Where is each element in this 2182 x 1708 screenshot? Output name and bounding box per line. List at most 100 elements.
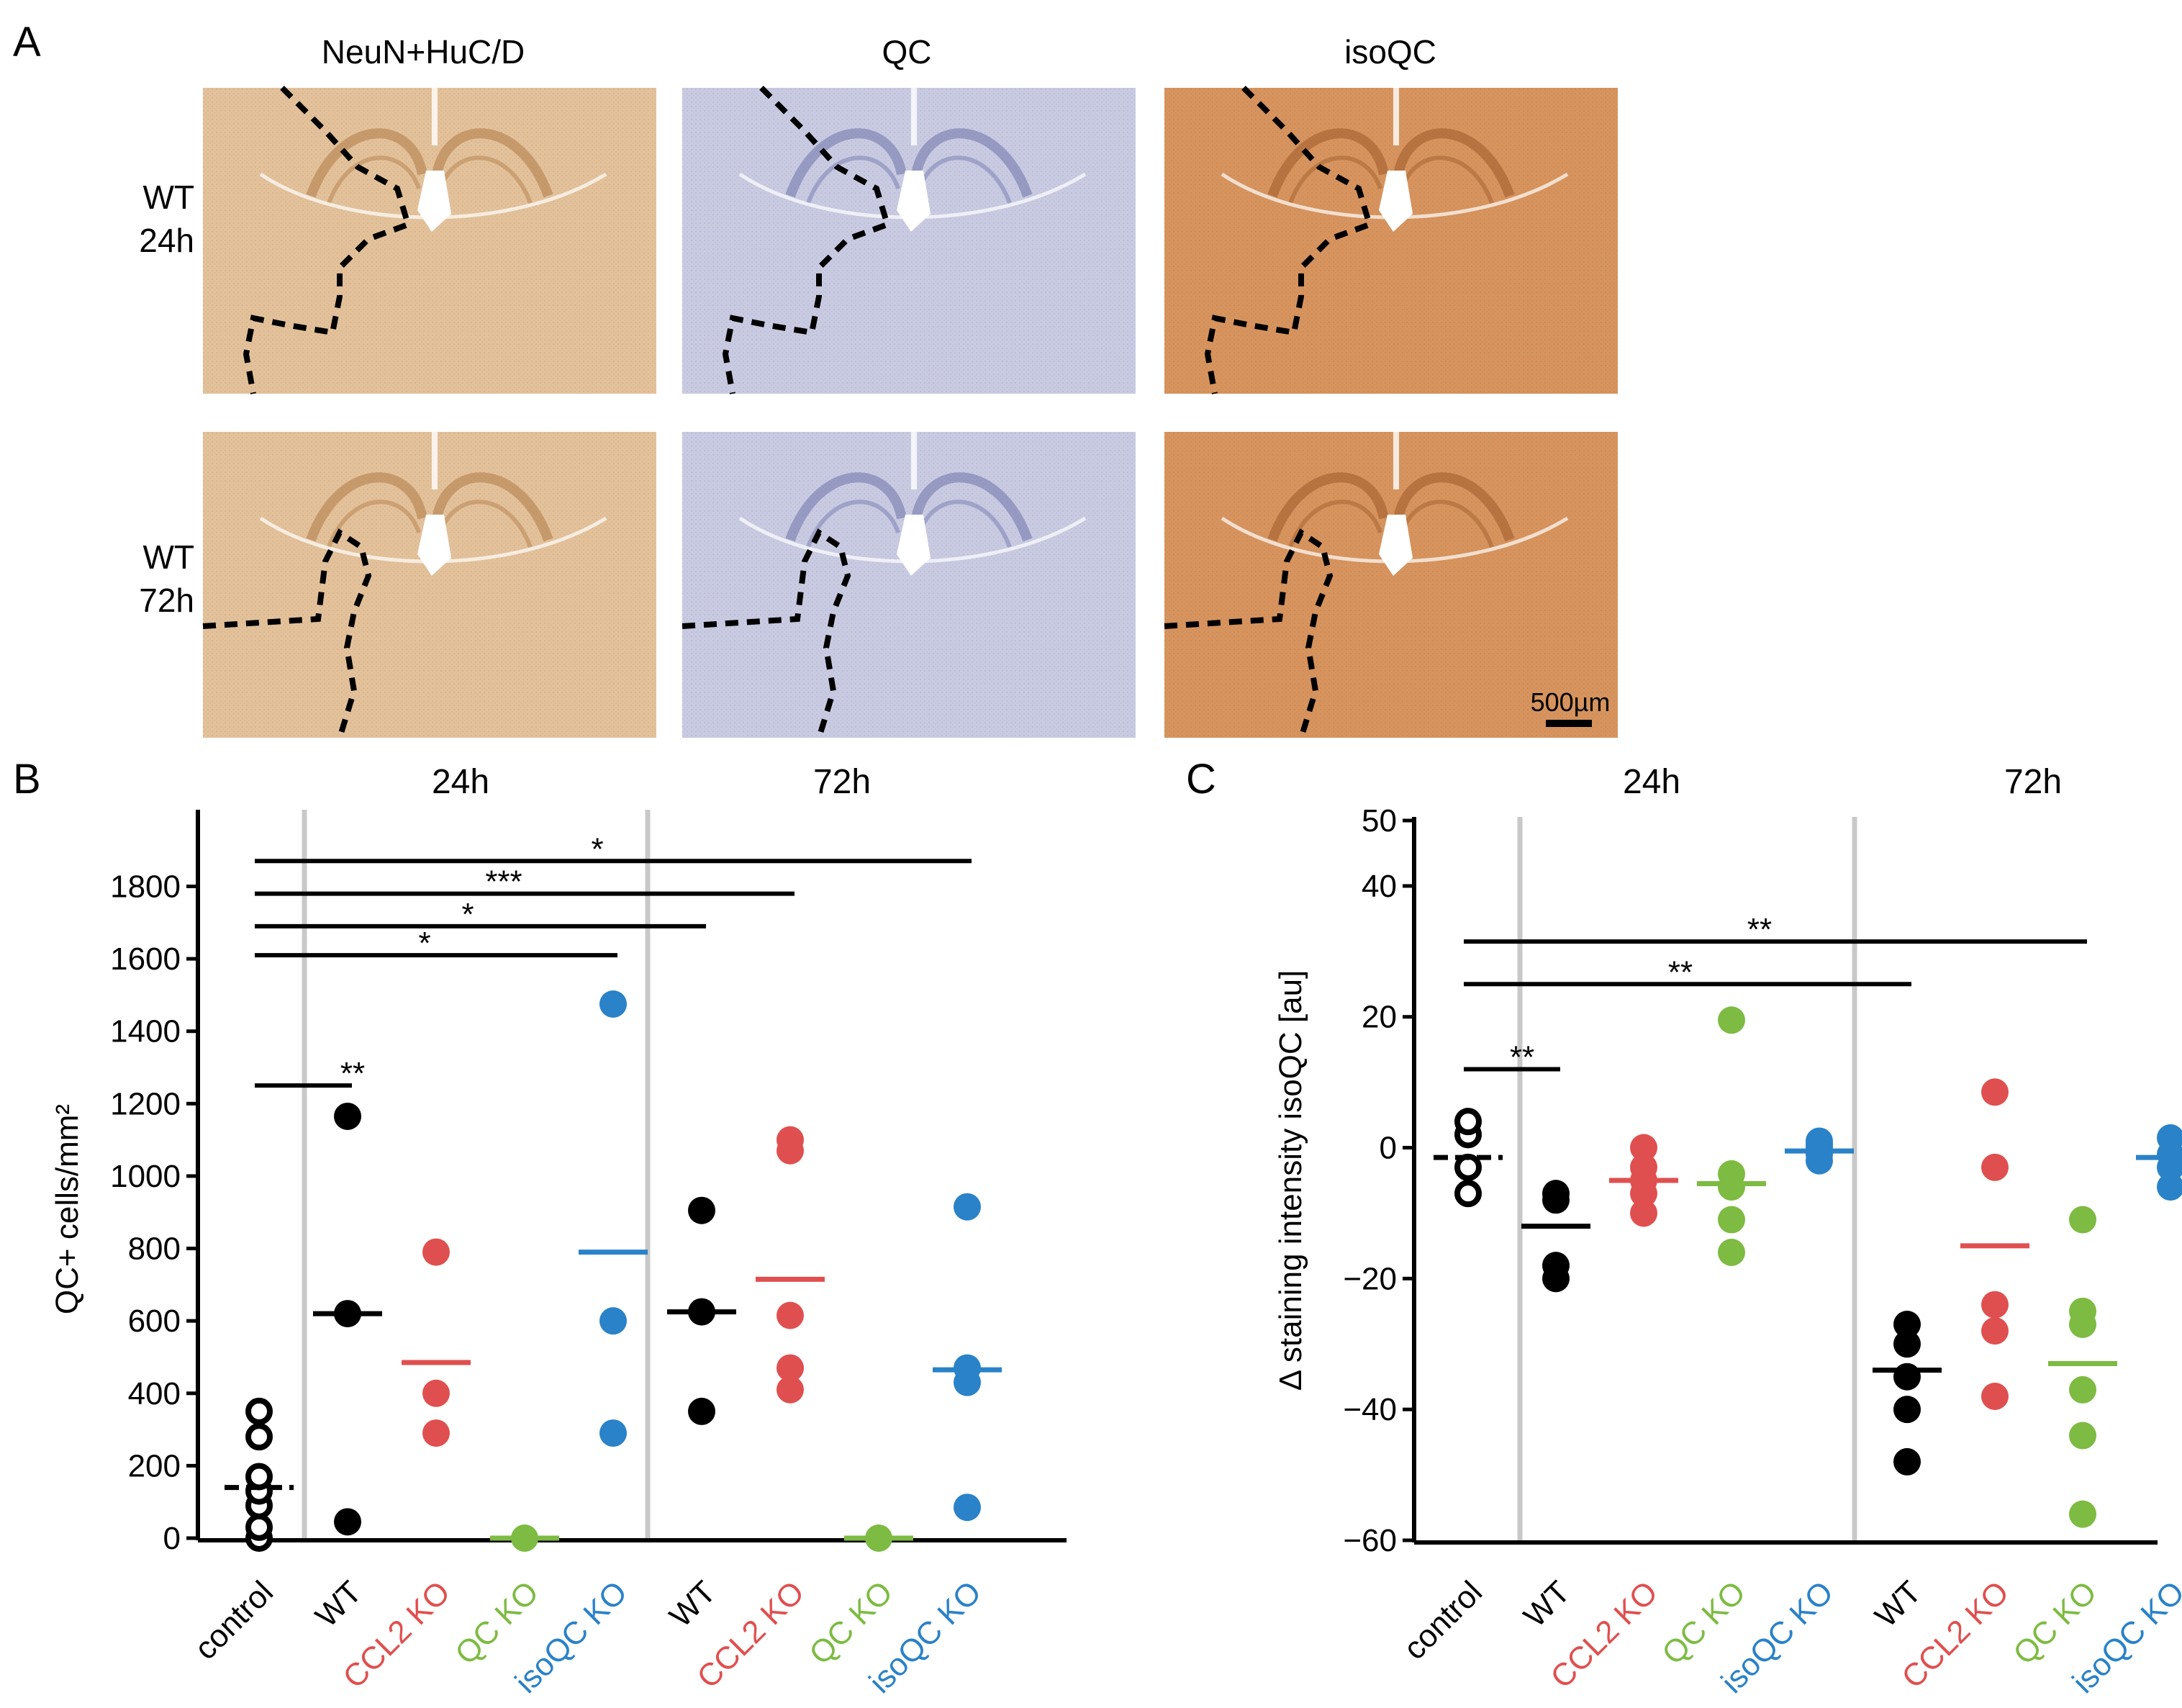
chart-c-point-ccl2-ko-6-3 (1981, 1153, 2009, 1181)
chart-c-group-24h: 24h (1623, 763, 1680, 801)
chart-b-group-72h: 72h (813, 763, 871, 801)
chart-c-point-isoqc-ko-8-3 (2157, 1124, 2182, 1152)
col-title-isoqc: isoQC (1344, 33, 1436, 71)
chart-b-point-wt-5-0 (688, 1397, 715, 1425)
chart-b-point-control-0-1 (245, 1513, 273, 1541)
chart-c-significance-label-0: ** (1510, 1039, 1534, 1075)
chart-b-x-label-wt-5: WT (663, 1574, 723, 1634)
white-matter-tract (1221, 172, 1569, 220)
lesion-boundary (1204, 86, 1373, 394)
chart-c-point-qc-ko-7-4 (2069, 1297, 2096, 1325)
chart-b-point-wt-1-0 (334, 1508, 361, 1536)
chart-c-group-72h: 72h (2004, 763, 2062, 801)
midline (1393, 432, 1399, 489)
panel-b-label: B (13, 756, 41, 803)
chart-b-y-tick-label-7: 1400 (110, 1014, 181, 1049)
hippocampus-left (306, 472, 427, 542)
micrograph-neun-24h (203, 86, 656, 394)
chart-b-point-wt-5-2 (688, 1196, 715, 1224)
chart-c-x-label-control-0: control (1397, 1574, 1489, 1666)
chart-c-point-qc-ko-7-2 (2069, 1375, 2096, 1404)
chart-b-x-label-control-0: control (188, 1574, 280, 1666)
chart-b-ylabel: QC+ cells/mm² (50, 1104, 85, 1314)
chart-b-point-ccl2-ko-2-1 (422, 1379, 450, 1407)
chart-c-y-tick-label-3: 0 (1380, 1131, 1397, 1166)
chart-c-significance-label-1: ** (1668, 954, 1693, 990)
hippocampus-right (432, 472, 553, 542)
midline (432, 88, 438, 145)
chart-b-point-ccl2-ko-6-0 (777, 1375, 804, 1404)
chart-b-significance-label-0: ** (340, 1056, 365, 1091)
panel-a-label: A (13, 19, 41, 65)
chart-c-point-isoqc-ko-4-4 (1806, 1127, 1833, 1155)
row-label-24h-line2: 24h (139, 222, 194, 259)
dentate-left (327, 500, 421, 548)
chart-b-point-isoqc-ko-8-3 (954, 1193, 981, 1221)
micrograph-isoqc-72h (1164, 432, 1618, 739)
chart-b-point-ccl2-ko-2-2 (422, 1238, 450, 1266)
hippocampus-right (911, 128, 1033, 198)
chart-b-point-isoqc-ko-4-1 (599, 1307, 627, 1335)
lesion-boundary (243, 86, 412, 394)
micrograph-texture (203, 88, 656, 394)
chart-b-y-tick-label-3: 600 (128, 1303, 181, 1339)
chart-c-point-control-0-3 (1454, 1108, 1482, 1136)
hippocampus-left (306, 128, 427, 198)
dentate-left (1288, 155, 1382, 204)
chart-c-point-qc-ko-3-3 (1718, 1160, 1745, 1188)
white-matter-tract (738, 172, 1087, 220)
micrograph-texture (203, 432, 656, 738)
chart-c-y-tick-label-5: 40 (1362, 869, 1397, 904)
chart-c-point-ccl2-ko-2-0 (1630, 1199, 1657, 1227)
chart-b-point-control-0-6 (245, 1397, 273, 1425)
chart-b-y-tick-label-6: 1200 (110, 1086, 181, 1121)
chart-c-y-tick-label-6: 50 (1362, 803, 1397, 839)
white-matter-tract (738, 516, 1087, 564)
panel-c: C 24h 72h Δ staining intensity isoQC [au… (1186, 756, 2182, 1700)
chart-b-y-tick-label-1: 200 (128, 1448, 181, 1483)
chart-c-point-qc-ko-7-0 (2069, 1500, 2096, 1528)
dentate-left (1288, 500, 1382, 548)
scale-bar-label: 500µm (1531, 687, 1611, 717)
lesion-boundary (682, 528, 851, 739)
chart-b-point-ccl2-ko-6-4 (777, 1126, 804, 1154)
row-label-24h-line1: WT (142, 179, 194, 216)
dentate-right (438, 155, 533, 204)
micrograph-isoqc-24h (1164, 86, 1618, 394)
chart-c-point-ccl2-ko-6-0 (1981, 1383, 2009, 1410)
chart-c-y-tick-label-2: −20 (1343, 1261, 1397, 1296)
chart-b-point-isoqc-ko-4-0 (599, 1419, 627, 1447)
dentate-right (1400, 500, 1494, 548)
chart-b-point-isoqc-ko-8-0 (954, 1494, 981, 1522)
chart-c-point-ccl2-ko-6-4 (1981, 1078, 2009, 1106)
hippocampus-right (1393, 128, 1515, 198)
row-label-72h-line2: 72h (139, 582, 194, 619)
hippocampus-left (1267, 472, 1389, 542)
midline (432, 432, 438, 489)
chart-c-point-wt-5-1 (1893, 1396, 1921, 1424)
chart-c-point-qc-ko-3-0 (1718, 1239, 1745, 1266)
chart-b-point-ccl2-ko-6-1 (777, 1354, 804, 1382)
dentate-left (806, 155, 900, 204)
chart-b-point-wt-1-2 (334, 1102, 361, 1130)
chart-b-y-tick-label-0: 0 (163, 1521, 181, 1556)
row-label-72h-line1: WT (142, 538, 194, 576)
white-matter-tract (1221, 516, 1569, 564)
chart-c-point-control-0-0 (1454, 1180, 1482, 1208)
chart-b-point-isoqc-ko-4-2 (599, 990, 627, 1018)
col-title-qc: QC (882, 33, 932, 71)
micrograph-texture (682, 88, 1136, 394)
hippocampus-right (911, 472, 1033, 542)
chart-c-point-qc-ko-7-5 (2069, 1206, 2096, 1234)
chart-b-y-tick-label-9: 1800 (110, 869, 181, 905)
chart-c-point-wt-5-0 (1893, 1447, 1921, 1476)
chart-c-point-ccl2-ko-6-1 (1981, 1317, 2009, 1345)
chart-b-point-ccl2-ko-6-2 (777, 1301, 804, 1329)
micrograph-texture (1164, 88, 1618, 394)
dentate-right (1400, 155, 1494, 204)
panel-b: B 24h 72h QC+ cells/mm² 0 200 400 600 800 100… (13, 756, 1067, 1700)
chart-c-y-tick-label-4: 20 (1362, 1000, 1397, 1035)
hippocampus-left (785, 472, 907, 542)
